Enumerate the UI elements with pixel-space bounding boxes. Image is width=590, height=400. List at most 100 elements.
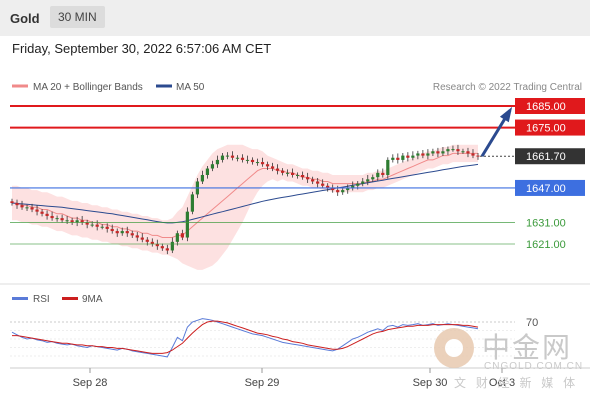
watermark-url: CNGOLD.COM.CN: [484, 361, 584, 372]
candle-body: [80, 220, 84, 223]
candle-body: [296, 175, 300, 176]
candle: [110, 224, 114, 234]
candle-body: [336, 190, 340, 193]
candle: [351, 181, 355, 191]
ma20-legend-swatch: [12, 84, 28, 88]
candle-body: [165, 248, 169, 251]
candle-body: [205, 168, 210, 175]
candle-body: [135, 235, 139, 238]
candle: [205, 165, 210, 179]
candle: [160, 243, 164, 251]
candle: [25, 204, 29, 212]
candle-body: [255, 162, 260, 164]
candle-body: [245, 159, 250, 161]
candle: [406, 152, 410, 162]
candle: [45, 210, 49, 220]
watermark-brand: 中金网: [482, 331, 573, 364]
candle-body: [105, 226, 109, 229]
candle: [170, 237, 174, 254]
candle: [105, 223, 109, 233]
candle-body: [471, 153, 475, 156]
candle: [306, 172, 310, 183]
candle-body: [130, 233, 134, 236]
candle-body: [10, 201, 14, 204]
candle-body: [220, 155, 225, 160]
ma50-line: [11, 163, 479, 224]
moving-averages: [11, 152, 479, 238]
rsi-ma-legend-label: 9MA: [82, 294, 103, 305]
candle: [225, 152, 230, 160]
candle-body: [260, 162, 265, 165]
candle-body: [70, 220, 74, 223]
candle: [35, 205, 39, 216]
rsi-legend-swatch: [12, 297, 28, 300]
candle: [255, 158, 260, 166]
candle-body: [280, 170, 285, 173]
resistance-tag: [515, 98, 585, 114]
candle: [245, 155, 250, 164]
candle: [466, 147, 470, 158]
candle: [431, 148, 435, 157]
candle-body: [311, 179, 315, 182]
ma50-legend-label: MA 50: [176, 82, 205, 93]
candle: [321, 179, 325, 189]
candle-body: [401, 155, 405, 160]
candle-body: [120, 231, 124, 234]
candle: [451, 145, 455, 152]
candle-body: [55, 218, 59, 220]
candle-body: [411, 155, 415, 158]
candle-body: [306, 177, 310, 180]
candle-body: [35, 209, 39, 212]
bollinger-band-area: [12, 144, 478, 270]
candle: [436, 147, 440, 158]
candle: [235, 155, 240, 162]
candle: [55, 215, 59, 222]
candle: [165, 244, 169, 255]
timestamp: Friday, September 30, 2022 6:57:06 AM CE…: [12, 41, 272, 56]
candle-body: [316, 181, 320, 184]
level-1685.00: 1685.00: [10, 98, 585, 114]
rsi-ma-line: [12, 320, 479, 354]
candle: [296, 172, 300, 179]
candle: [371, 174, 375, 182]
candle: [75, 216, 79, 227]
candle-body: [346, 187, 350, 191]
candle-body: [356, 183, 360, 186]
candle: [386, 157, 390, 179]
candle-body: [371, 177, 375, 180]
candle-body: [361, 181, 365, 184]
candle: [155, 239, 159, 250]
candle: [20, 200, 24, 210]
candle: [285, 169, 290, 177]
candle: [40, 209, 44, 217]
resistance-tag: [515, 119, 585, 136]
candle: [260, 157, 265, 167]
candle: [140, 233, 144, 243]
candle-body: [185, 211, 189, 238]
candle-body: [190, 194, 194, 212]
candle-body: [381, 172, 385, 175]
candle-body: [115, 231, 119, 234]
candle-body: [235, 157, 240, 159]
candle: [456, 144, 460, 155]
candle-body: [60, 218, 64, 221]
candle-body: [40, 211, 44, 214]
candle: [270, 162, 275, 172]
candle-body: [391, 157, 395, 160]
candle: [346, 184, 350, 194]
forecast-arrow: [480, 106, 513, 158]
timeframe-button[interactable]: 30 MIN: [50, 6, 105, 28]
candle: [421, 149, 425, 159]
candle-body: [225, 155, 230, 157]
candle-body: [160, 246, 164, 249]
candle-body: [441, 151, 445, 154]
candle-body: [75, 220, 79, 223]
candle-body: [386, 159, 390, 175]
minor-support-value: 1631.00: [526, 217, 566, 229]
rsi-panel: 70: [10, 317, 538, 358]
price-levels: 1685.00 1675.00 1661.70 1647.00 1631.00 1621.…: [10, 98, 585, 251]
candle: [135, 231, 139, 242]
candle-body: [416, 153, 420, 156]
watermark-subtitle: 文 财 经 新 媒 体: [454, 376, 579, 390]
candle-body: [15, 203, 19, 206]
